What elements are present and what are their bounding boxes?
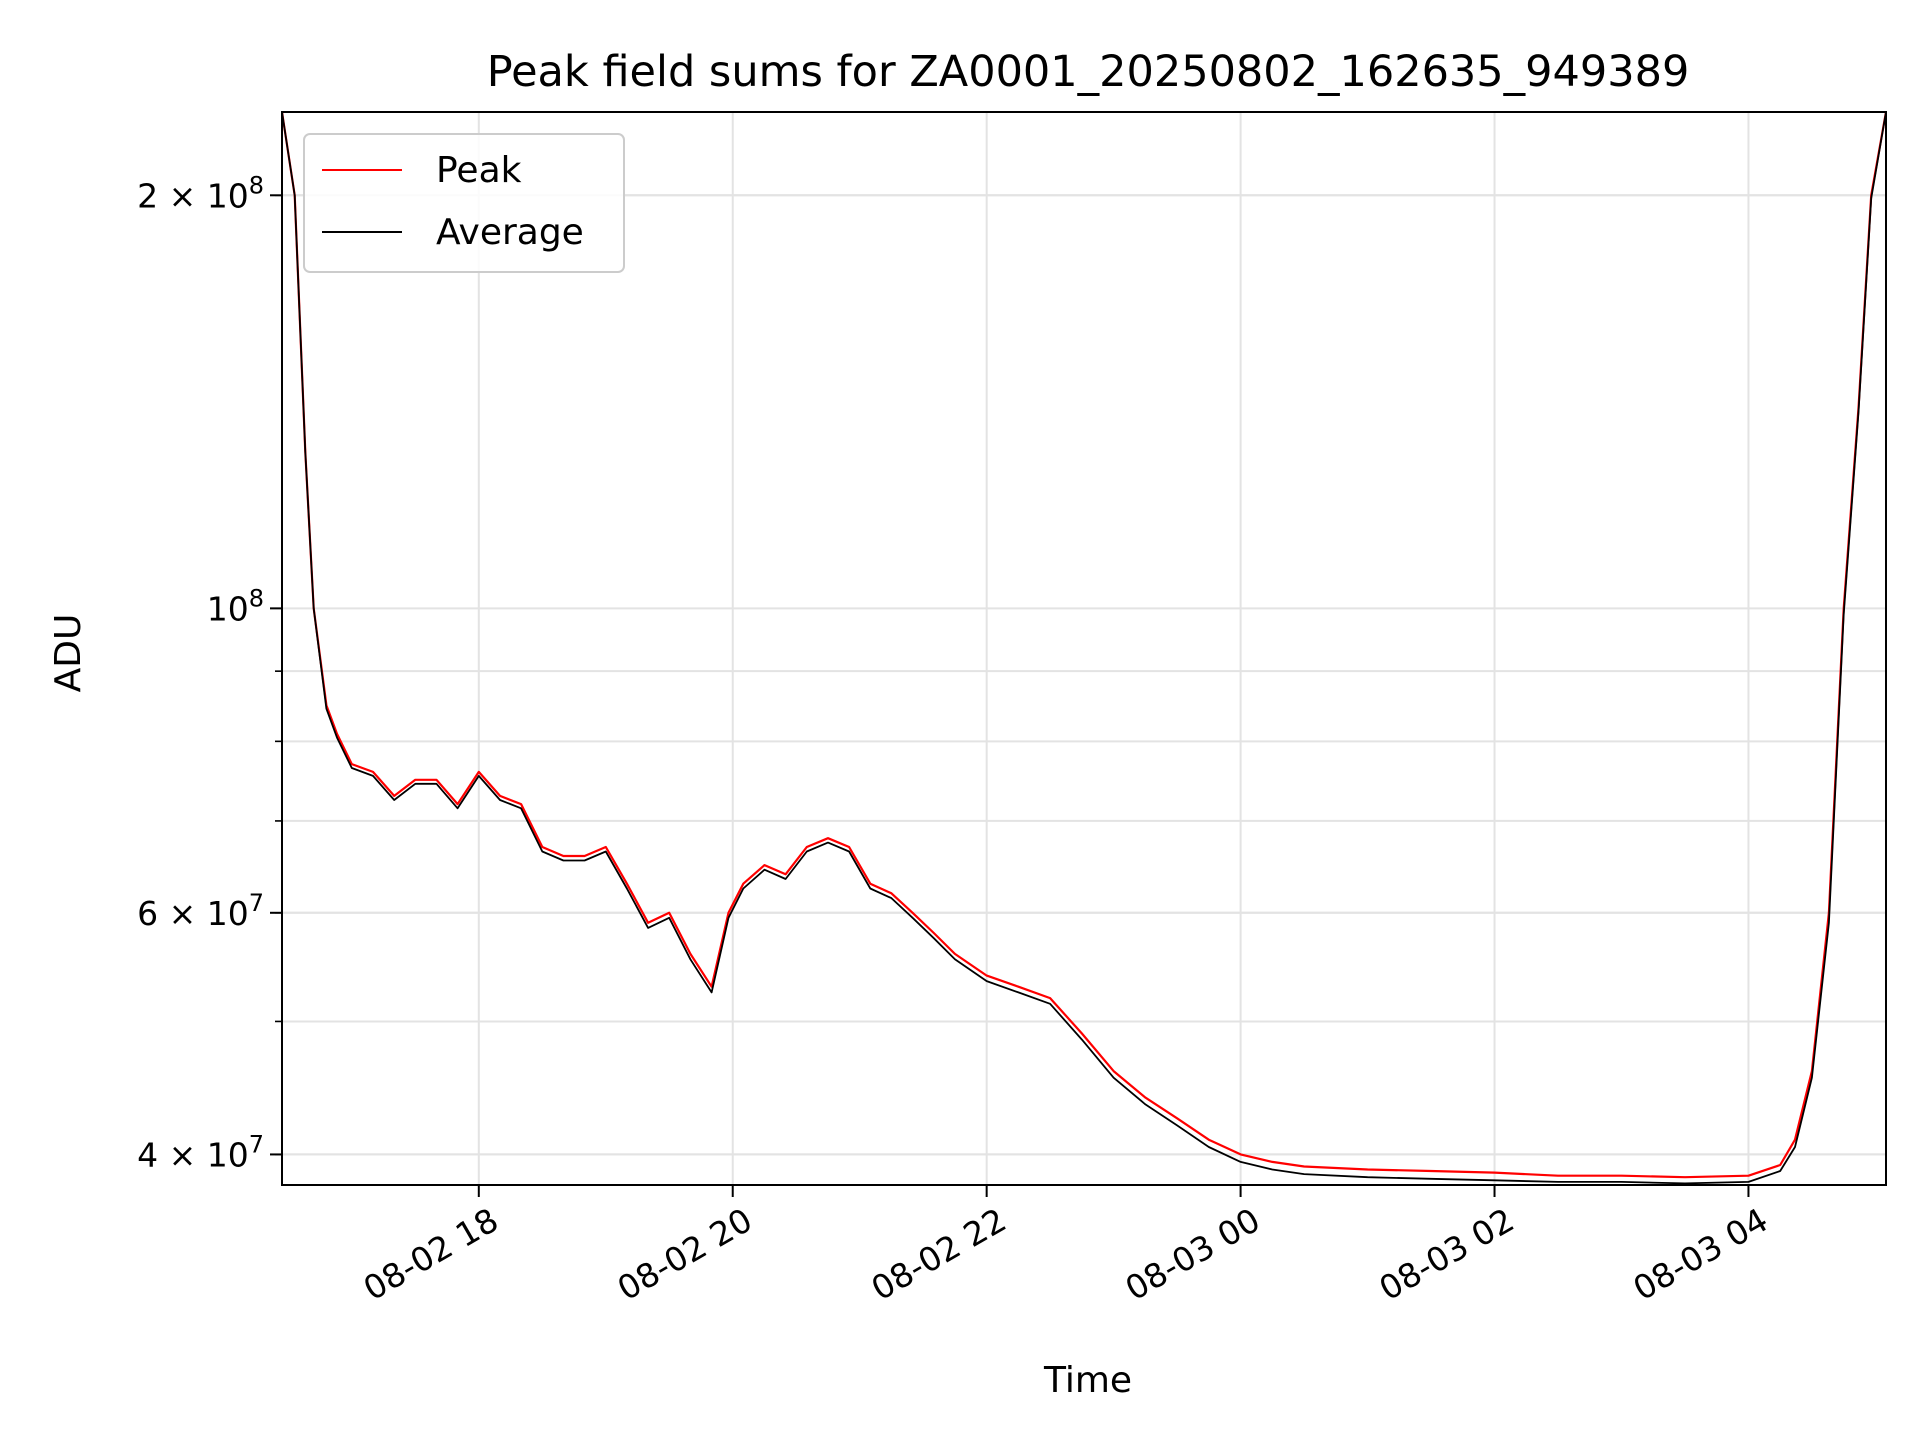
chart-title: Peak field sums for ZA0001_20250802_1626… xyxy=(487,47,1690,97)
y-tick-label: 4 × 107 xyxy=(137,1130,264,1174)
grid xyxy=(282,112,1886,1185)
x-tick-label: 08-03 04 xyxy=(1626,1200,1774,1308)
y-tick-label: 108 xyxy=(207,584,264,628)
series-line-peak xyxy=(282,112,1886,1179)
series-line-average xyxy=(282,112,1886,1185)
legend: Peak Average xyxy=(303,133,625,273)
y-tick-label: 6 × 107 xyxy=(137,889,264,933)
legend-box xyxy=(303,133,625,273)
x-tick-label: 08-03 02 xyxy=(1373,1200,1521,1308)
y-axis-ticks: 4 × 107 6 × 107 108 2 × 108 xyxy=(137,171,282,1174)
x-tick-label: 08-02 18 xyxy=(357,1200,505,1308)
plot-frame xyxy=(281,111,1887,1186)
x-tick-label: 08-02 20 xyxy=(611,1200,759,1308)
x-axis-label: Time xyxy=(1043,1360,1132,1401)
x-tick-label: 08-03 00 xyxy=(1119,1200,1267,1308)
legend-label-average: Average xyxy=(436,212,584,253)
legend-label-peak: Peak xyxy=(436,150,522,191)
x-tick-label: 08-02 22 xyxy=(865,1200,1013,1308)
y-axis-label: ADU xyxy=(48,614,89,693)
y-tick-label: 2 × 108 xyxy=(137,171,264,215)
series-layer xyxy=(281,111,1887,1185)
x-axis-ticks: 08-02 18 08-02 20 08-02 22 08-03 00 08-03 02… xyxy=(357,1185,1774,1308)
